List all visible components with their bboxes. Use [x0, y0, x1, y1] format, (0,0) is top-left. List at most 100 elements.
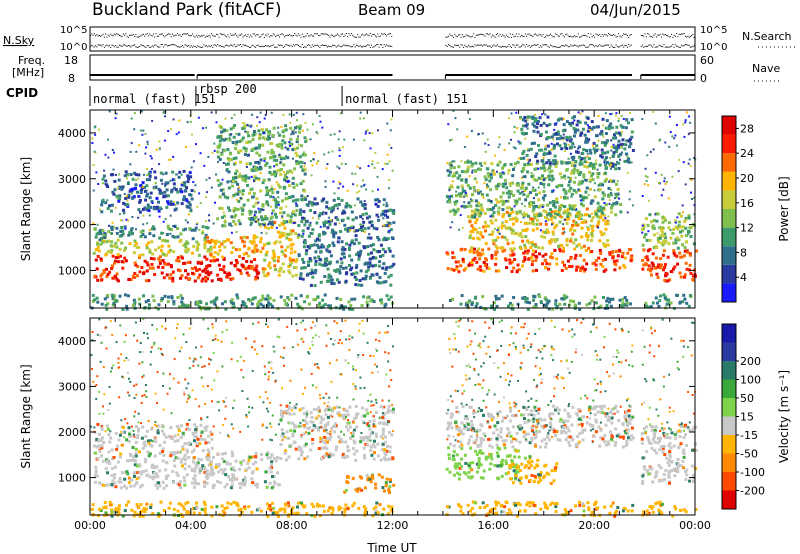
data-cell — [662, 249, 666, 253]
data-cell — [246, 130, 250, 134]
data-cell — [94, 480, 97, 484]
scatter-cell — [208, 219, 211, 222]
scatter-cell — [683, 135, 686, 138]
data-cell — [251, 138, 255, 141]
scatter-cell — [450, 138, 453, 141]
scatter-cell — [469, 198, 472, 201]
scatter-cell — [617, 117, 620, 120]
data-cell — [663, 216, 666, 220]
data-cell — [216, 217, 220, 221]
data-cell — [517, 233, 521, 237]
data-cell — [287, 232, 290, 236]
data-cell — [683, 297, 687, 301]
scatter-cell — [593, 152, 596, 155]
scatter-cell — [205, 178, 208, 181]
data-cell — [104, 179, 108, 183]
data-cell — [290, 170, 294, 174]
scatter-cell — [376, 161, 379, 164]
scatter-cell — [261, 203, 264, 206]
noise-search-dot — [92, 45, 94, 47]
data-cell — [303, 266, 307, 270]
data-cell — [232, 177, 235, 180]
data-cell — [507, 206, 511, 210]
data-cell — [258, 136, 262, 140]
data-cell — [630, 118, 634, 122]
noise-dot — [613, 34, 615, 36]
data-cell — [573, 303, 577, 307]
data-cell — [266, 242, 270, 246]
data-cell — [482, 269, 486, 273]
noise-search-dot — [256, 45, 258, 47]
data-cell — [189, 175, 193, 179]
scatter-cell — [353, 204, 356, 207]
data-cell — [529, 246, 533, 250]
data-cell — [186, 272, 190, 276]
data-cell — [324, 221, 328, 224]
noise-search-dot — [353, 44, 355, 46]
scatter-cell — [669, 229, 672, 231]
scatter-cell — [478, 227, 481, 229]
data-cell — [99, 232, 103, 236]
data-cell — [536, 159, 540, 163]
scatter-cell — [164, 218, 167, 220]
data-cell — [368, 257, 372, 261]
data-cell — [515, 200, 519, 204]
data-cell — [218, 195, 222, 199]
data-cell — [692, 223, 696, 227]
data-cell — [566, 259, 570, 263]
data-cell — [342, 252, 346, 256]
data-cell — [615, 125, 619, 129]
data-cell — [561, 231, 565, 235]
scatter-cell — [550, 142, 553, 145]
data-cell — [387, 297, 391, 301]
data-cell — [297, 253, 301, 257]
data-cell — [232, 305, 236, 309]
data-cell — [147, 454, 151, 458]
data-cell — [614, 167, 618, 171]
data-cell — [687, 216, 691, 220]
data-cell — [556, 142, 559, 146]
data-cell — [242, 252, 246, 256]
data-cell — [157, 246, 161, 250]
data-cell — [612, 259, 616, 263]
colorbar-segment — [722, 116, 736, 135]
scatter-cell — [169, 179, 172, 182]
data-cell — [460, 170, 464, 174]
data-cell — [573, 204, 577, 208]
noise-dot — [510, 36, 512, 38]
data-cell — [157, 200, 160, 204]
data-cell — [573, 180, 576, 184]
data-cell — [553, 226, 557, 230]
noise-search-dot — [379, 44, 381, 46]
data-cell — [105, 307, 109, 311]
data-cell — [581, 127, 585, 131]
data-cell — [148, 248, 152, 252]
data-cell — [251, 297, 255, 301]
noise-search-dot — [522, 44, 524, 46]
data-cell — [247, 273, 251, 277]
colorbar-segment — [722, 246, 736, 265]
scatter-cell — [461, 187, 464, 190]
noise-search-dot — [655, 46, 657, 48]
data-cell — [253, 248, 257, 252]
data-cell — [471, 215, 475, 219]
data-cell — [567, 183, 571, 187]
noise-dot — [383, 33, 385, 35]
noise-dot — [684, 35, 686, 37]
scatter-cell — [668, 115, 671, 118]
data-cell — [143, 185, 146, 189]
data-cell — [101, 177, 105, 181]
data-cell — [214, 242, 217, 246]
data-cell — [386, 224, 390, 228]
data-cell — [650, 220, 653, 224]
scatter-cell — [644, 167, 647, 170]
data-cell — [301, 216, 304, 220]
data-cell — [295, 154, 299, 158]
noise-dot — [586, 35, 588, 37]
data-cell — [547, 212, 551, 215]
data-cell — [263, 274, 267, 278]
data-cell — [533, 124, 536, 128]
data-cell — [266, 150, 270, 154]
noise-search-dot — [611, 46, 613, 48]
